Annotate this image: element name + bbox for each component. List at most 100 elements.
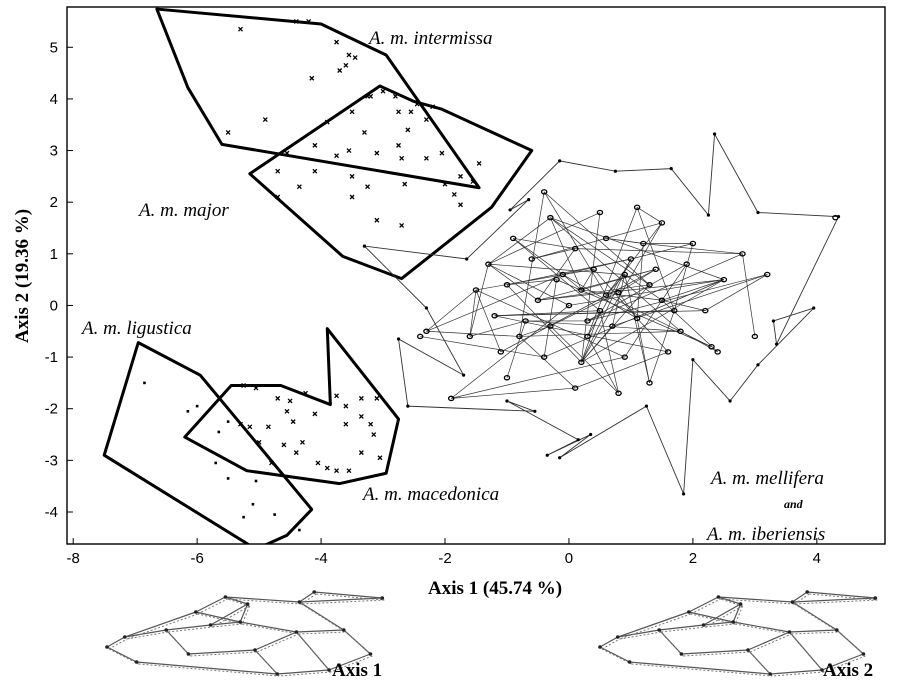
a-m-mellifera-and-a-m-iberiensis-point: [702, 307, 709, 314]
a-m-mellifera-and-a-m-iberiensis-point: [509, 235, 517, 242]
a-m-macedonica-point: [315, 460, 321, 466]
a-m-macedonica-point: [256, 439, 262, 445]
wing-vein: [735, 623, 792, 635]
outline-vertex: [465, 257, 469, 261]
a-m-mellifera-and-a-m-iberiensis-point: [596, 307, 604, 314]
a-m-mellifera-and-a-m-iberiensis-point: [633, 315, 641, 322]
a-m-intermissa-point: [380, 88, 386, 94]
wing-landmark: [835, 628, 839, 632]
wing-landmark: [627, 660, 632, 664]
connection-line: [537, 268, 656, 301]
wing-vein: [703, 603, 741, 626]
wing-landmark: [820, 668, 824, 672]
outline-vertex: [681, 492, 686, 496]
wing-landmark: [805, 590, 809, 594]
connection-line: [661, 300, 718, 353]
wing-vein: [188, 649, 256, 655]
connection-line: [587, 253, 743, 322]
y-tick-label: 0: [50, 297, 58, 314]
a-m-mellifera-and-a-m-iberiensis-point: [621, 354, 628, 360]
connection-line: [742, 253, 756, 337]
wing-vein: [770, 669, 823, 675]
wing-landmark: [342, 628, 346, 632]
y-tick-label: 5: [50, 39, 58, 56]
wing-landmark: [657, 628, 661, 632]
a-m-macedonica-point: [324, 465, 330, 471]
a-m-mellifera-and-a-m-iberiensis-point: [615, 289, 622, 296]
wing-vein: [617, 611, 689, 638]
a-m-ligustica-point: [242, 515, 245, 519]
wing-vein: [126, 613, 198, 640]
a-m-mellifera-and-a-m-iberiensis-point: [503, 282, 511, 288]
a-m-major-point: [349, 173, 355, 179]
a-m-ligustica-point: [214, 461, 218, 465]
a-m-mellifera-and-a-m-iberiensis-point: [571, 385, 579, 391]
outline-vertex: [774, 342, 779, 346]
wing-vein: [168, 626, 213, 633]
a-m-mellifera-and-a-m-iberiensis-point: [677, 328, 684, 335]
a-m-ligustica-point: [273, 513, 276, 516]
a-m-macedonica-point: [358, 414, 364, 419]
a-m-mellifera-and-a-m-iberiensis-point: [547, 214, 554, 221]
a-m-intermissa-point: [238, 26, 243, 32]
wing-vein: [660, 631, 684, 657]
wing-vein: [601, 638, 621, 650]
wing-vein: [212, 623, 243, 628]
outline-vertex: [756, 210, 760, 215]
wing-vein: [791, 633, 825, 673]
wing-vein: [690, 598, 721, 615]
wing-landmark: [105, 645, 109, 649]
a-m-major-point: [284, 150, 290, 156]
a-m-major-point: [368, 93, 374, 99]
a-m-mellifera-and-a-m-iberiensis-point: [627, 256, 635, 262]
connection-line: [426, 330, 520, 337]
a-m-mellifera-and-a-m-iberiensis-point: [633, 204, 641, 211]
wing-vein: [617, 629, 660, 638]
a-m-major-point: [334, 153, 340, 159]
outline-vertex: [505, 399, 509, 403]
wing-vein: [166, 624, 211, 631]
wing-landmark: [731, 620, 735, 624]
a-m-macedonica-point: [377, 455, 383, 461]
wing-landmark: [294, 630, 299, 634]
connection-line: [420, 336, 545, 358]
wing-vein: [688, 611, 734, 623]
a-m-mellifera-and-a-m-iberiensis-point: [578, 359, 585, 365]
wing-vein: [167, 631, 191, 657]
wing-vein: [242, 623, 299, 635]
wing-vein: [328, 653, 371, 671]
wing-vein: [106, 646, 137, 663]
a-m-macedonica-point: [247, 424, 253, 430]
wing-landmark: [275, 672, 280, 676]
connection-line: [581, 289, 662, 301]
a-m-mellifera-and-a-m-iberiensis-point: [720, 276, 728, 283]
connection-line: [568, 279, 724, 306]
x-tick-label: -6: [190, 550, 203, 567]
wing-vein: [299, 591, 315, 603]
a-m-ligustica-point: [226, 477, 230, 480]
y-tick-label: -3: [45, 452, 58, 469]
outline-vertex: [712, 132, 717, 136]
connection-line: [587, 274, 768, 322]
wing-landmark: [790, 600, 795, 604]
wing-vein: [601, 648, 632, 665]
wing-vein: [124, 611, 196, 638]
wing-vein: [254, 631, 297, 651]
wing-vein: [823, 655, 866, 673]
a-m-ligustica-point: [217, 430, 221, 434]
connection-line: [488, 263, 539, 301]
connection-line: [562, 274, 582, 291]
a-m-macedonica-point: [334, 393, 340, 399]
wing-vein: [599, 636, 619, 648]
a-m-mellifera-and-a-m-iberiensis-point: [491, 313, 498, 319]
wing-diagram-axis1: [105, 590, 385, 677]
wing-vein: [343, 629, 371, 655]
connection-line: [519, 191, 545, 337]
wing-vein: [792, 601, 838, 631]
a-m-major-point: [346, 148, 352, 154]
a-m-intermissa-point: [312, 142, 318, 148]
wing-vein: [718, 596, 741, 605]
a-m-macedonica-point: [293, 450, 299, 456]
a-m-macedonica-point: [284, 408, 290, 414]
a-m-intermissa-point: [225, 130, 231, 135]
